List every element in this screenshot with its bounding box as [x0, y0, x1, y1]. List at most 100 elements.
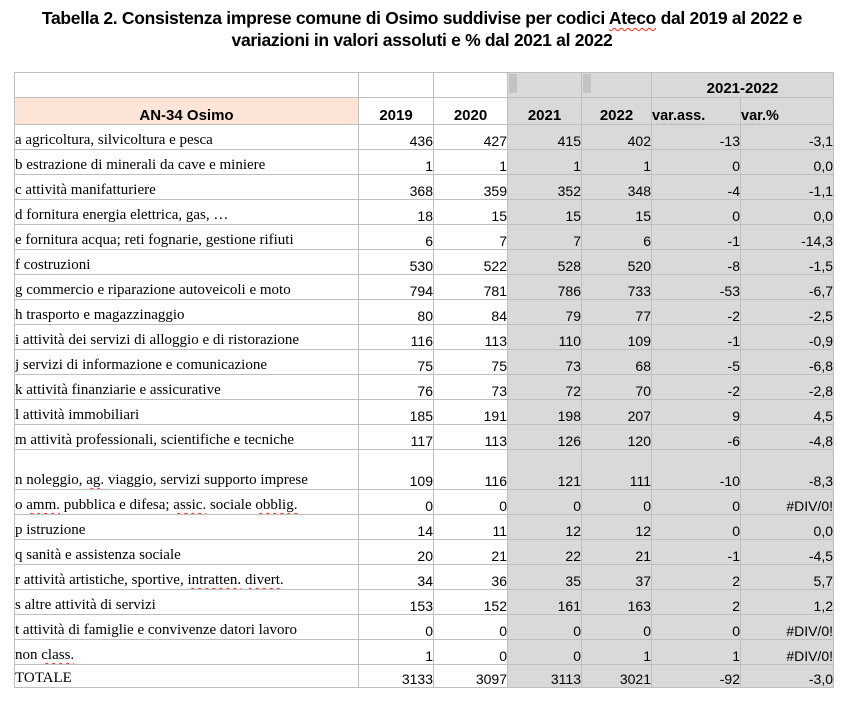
value-cell: 12	[581, 514, 652, 540]
column-header-2022: 2022	[581, 97, 652, 125]
value-cell: 0	[358, 489, 434, 515]
value-cell: 111	[581, 449, 652, 490]
value-cell: 21	[581, 539, 652, 565]
value-cell: 110	[507, 324, 582, 350]
value-cell: -4	[651, 174, 741, 200]
value-cell: 77	[581, 299, 652, 325]
value-cell: #DIV/0!	[739, 639, 835, 665]
value-cell: 185	[358, 399, 434, 425]
ateco-table: 2021-2022 AN-34 Osimo 2019 2020 2021 202…	[14, 72, 835, 688]
value-cell: 79	[507, 299, 582, 325]
row-label: g commercio e riparazione autoveicoli e …	[14, 274, 359, 300]
value-cell: -1	[651, 324, 741, 350]
value-cell: -2,8	[739, 374, 835, 400]
table-row-total: TOTALE 3133 3097 3113 3021 -92 -3,0	[14, 664, 835, 688]
group-header-row: 2021-2022	[14, 72, 835, 98]
value-cell: 1,2	[739, 589, 835, 615]
misspelled-text: var.ass.	[652, 108, 706, 124]
text-segment: t attività di famiglie e convivenze dato…	[15, 622, 297, 638]
text-segment: Tabella 2. Consistenza imprese comune di…	[41, 8, 609, 28]
misspelled-text: amm.	[26, 497, 60, 513]
column-header-2019: 2019	[358, 97, 434, 125]
text-segment: a agricoltura, silvicoltura e pesca	[15, 132, 213, 148]
column-header-an34-osimo: AN-34 Osimo	[14, 97, 359, 125]
value-cell: 117	[358, 424, 434, 450]
text-segment: d fornitura energia elettrica, gas, …	[15, 207, 229, 223]
value-cell: 1	[581, 149, 652, 175]
value-cell: -8	[651, 249, 741, 275]
value-cell: 34	[358, 564, 434, 590]
row-label: TOTALE	[14, 664, 359, 688]
table-row: t attività di famiglie e convivenze dato…	[14, 614, 835, 640]
value-cell: 0	[358, 614, 434, 640]
table-body: a agricoltura, silvicoltura e pesca 436 42…	[14, 124, 835, 688]
value-cell: 73	[507, 349, 582, 375]
misspelled-text: var.	[741, 108, 766, 124]
value-cell: 0	[507, 489, 582, 515]
value-cell: 415	[507, 124, 582, 150]
column-marker	[509, 74, 517, 93]
row-label: a agricoltura, silvicoltura e pesca	[14, 124, 359, 150]
value-cell: 786	[507, 274, 582, 300]
table-row: r attività artistiche, sportive, intratt…	[14, 564, 835, 590]
value-cell: 207	[581, 399, 652, 425]
table-row: k attività finanziarie e assicurative 76 7…	[14, 374, 835, 400]
value-cell: -1	[651, 539, 741, 565]
value-cell: 402	[581, 124, 652, 150]
table-row: e fornitura acqua; reti fognarie, gestio…	[14, 224, 835, 250]
table-row: non class. 1 0 0 1 1 #DIV/0!	[14, 639, 835, 665]
text-segment: j servizi di informazione e comunicazion…	[15, 357, 267, 373]
value-cell: 6	[358, 224, 434, 250]
value-cell: 1	[507, 149, 582, 175]
table-row: b estrazione di minerali da cave e minie…	[14, 149, 835, 175]
value-cell: 1	[433, 149, 508, 175]
value-cell: -5	[651, 349, 741, 375]
misspelled-text: ag.	[86, 472, 105, 488]
column-marker-cell-2021	[507, 72, 582, 98]
value-cell: 0	[651, 199, 741, 225]
table-row: q sanità e assistenza sociale 20 21 22 21 -1-…	[14, 539, 835, 565]
value-cell: 21	[433, 539, 508, 565]
text-segment: dal 2019 al 2022 e variazioni in valori …	[231, 8, 803, 50]
value-cell: 3021	[581, 664, 652, 688]
table-row: d fornitura energia elettrica, gas, … 18 1…	[14, 199, 835, 225]
value-cell: #DIV/0!	[739, 614, 835, 640]
value-cell: 5,7	[739, 564, 835, 590]
value-cell: 152	[433, 589, 508, 615]
value-cell: 427	[433, 124, 508, 150]
value-cell: 109	[581, 324, 652, 350]
value-cell: 528	[507, 249, 582, 275]
table-row: a agricoltura, silvicoltura e pesca 436 42…	[14, 124, 835, 150]
text-segment: c attività manifatturiere	[15, 182, 156, 198]
value-cell: -92	[651, 664, 741, 688]
value-cell: 113	[433, 424, 508, 450]
text-segment: r attività artistiche, sportive,	[15, 572, 188, 588]
value-cell: -10	[651, 449, 741, 490]
value-cell: 436	[358, 124, 434, 150]
value-cell: 368	[358, 174, 434, 200]
text-segment: p istruzione	[15, 522, 86, 538]
value-cell: 22	[507, 539, 582, 565]
value-cell: 348	[581, 174, 652, 200]
table-row: s altre attività di servizi 153 152 161 163 2…	[14, 589, 835, 615]
value-cell: 0	[433, 614, 508, 640]
value-cell: 163	[581, 589, 652, 615]
value-cell: 76	[358, 374, 434, 400]
value-cell: -4,5	[739, 539, 835, 565]
value-cell: 121	[507, 449, 582, 490]
value-cell: 794	[358, 274, 434, 300]
table-row: p istruzione 14 11 12 12 0 0,0	[14, 514, 835, 540]
value-cell: 2	[651, 589, 741, 615]
value-cell: 0	[581, 489, 652, 515]
table-row: m attività professionali, scientifiche e…	[14, 424, 835, 450]
table-row: c attività manifatturiere 368 359 352 348 -4-…	[14, 174, 835, 200]
text-segment: m attività professionali, scientifiche e…	[15, 432, 295, 448]
value-cell: -3,1	[739, 124, 835, 150]
text-segment: l attività immobiliari	[15, 407, 140, 423]
value-cell: 191	[433, 399, 508, 425]
row-label: j servizi di informazione e comunicazion…	[14, 349, 359, 375]
value-cell: -6,8	[739, 349, 835, 375]
value-cell: 781	[433, 274, 508, 300]
row-label: e fornitura acqua; reti fognarie, gestio…	[14, 224, 359, 250]
value-cell: 1	[358, 149, 434, 175]
